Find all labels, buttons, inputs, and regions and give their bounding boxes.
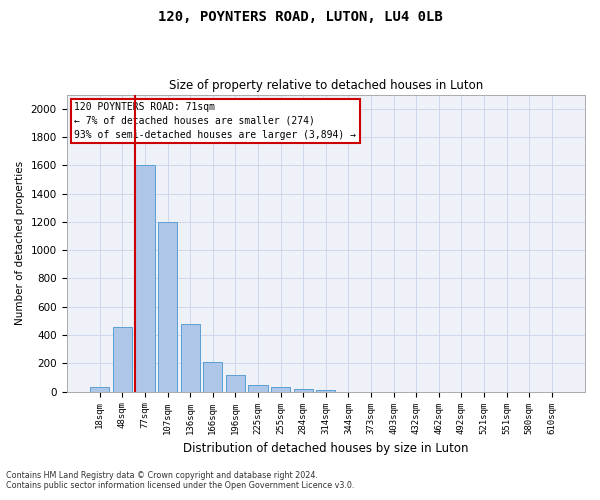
- Bar: [136, 166, 155, 392]
- Bar: [158, 222, 177, 392]
- X-axis label: Distribution of detached houses by size in Luton: Distribution of detached houses by size …: [183, 442, 469, 455]
- Text: 120 POYNTERS ROAD: 71sqm
← 7% of detached houses are smaller (274)
93% of semi-d: 120 POYNTERS ROAD: 71sqm ← 7% of detache…: [74, 102, 356, 140]
- Text: 120, POYNTERS ROAD, LUTON, LU4 0LB: 120, POYNTERS ROAD, LUTON, LU4 0LB: [158, 10, 442, 24]
- Bar: [203, 362, 223, 392]
- Bar: [90, 388, 109, 392]
- Title: Size of property relative to detached houses in Luton: Size of property relative to detached ho…: [169, 79, 483, 92]
- Bar: [248, 386, 268, 392]
- Bar: [293, 389, 313, 392]
- Y-axis label: Number of detached properties: Number of detached properties: [15, 161, 25, 325]
- Bar: [181, 324, 200, 392]
- Bar: [271, 388, 290, 392]
- Bar: [316, 390, 335, 392]
- Text: Contains public sector information licensed under the Open Government Licence v3: Contains public sector information licen…: [6, 481, 355, 490]
- Bar: [226, 374, 245, 392]
- Text: Contains HM Land Registry data © Crown copyright and database right 2024.: Contains HM Land Registry data © Crown c…: [6, 471, 318, 480]
- Bar: [113, 326, 132, 392]
